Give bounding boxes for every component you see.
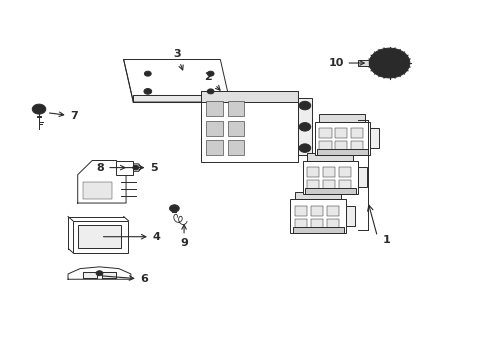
Bar xyxy=(319,127,331,138)
Bar xyxy=(339,180,350,191)
Bar xyxy=(305,188,355,194)
Bar xyxy=(201,91,297,102)
Bar xyxy=(335,141,347,152)
Polygon shape xyxy=(78,161,126,203)
Bar xyxy=(201,91,297,162)
Bar xyxy=(295,192,341,199)
Bar xyxy=(310,219,323,230)
Circle shape xyxy=(299,144,310,152)
Text: 1: 1 xyxy=(382,235,389,245)
Circle shape xyxy=(143,89,151,94)
Bar xyxy=(205,121,223,136)
Circle shape xyxy=(299,123,310,131)
Polygon shape xyxy=(102,272,116,278)
Bar xyxy=(116,161,133,175)
Bar xyxy=(314,122,369,155)
Circle shape xyxy=(96,271,102,276)
Text: 2: 2 xyxy=(204,72,220,90)
Circle shape xyxy=(32,104,46,114)
Circle shape xyxy=(375,53,402,73)
Text: 10: 10 xyxy=(327,58,364,68)
Bar xyxy=(292,227,343,233)
Polygon shape xyxy=(68,267,131,279)
Circle shape xyxy=(299,101,310,110)
Circle shape xyxy=(207,89,214,94)
Bar xyxy=(357,60,368,66)
Text: 7: 7 xyxy=(49,111,78,121)
Bar xyxy=(205,101,223,116)
Text: 6: 6 xyxy=(102,274,148,284)
Polygon shape xyxy=(123,59,229,102)
Bar xyxy=(323,167,335,177)
Circle shape xyxy=(384,59,393,67)
Bar xyxy=(339,167,350,177)
Bar xyxy=(302,161,357,194)
Bar xyxy=(297,99,311,155)
Bar xyxy=(319,114,365,122)
Bar xyxy=(346,206,354,226)
Circle shape xyxy=(144,71,151,76)
Bar xyxy=(227,140,244,155)
Circle shape xyxy=(207,71,214,76)
Bar xyxy=(335,127,347,138)
Bar xyxy=(326,206,339,216)
Bar xyxy=(82,182,111,199)
Text: 5: 5 xyxy=(124,163,158,172)
Polygon shape xyxy=(82,272,97,278)
Text: 9: 9 xyxy=(180,225,187,248)
Bar xyxy=(307,180,319,191)
Text: 3: 3 xyxy=(173,49,183,70)
Bar xyxy=(350,127,363,138)
Bar xyxy=(205,140,223,155)
Bar xyxy=(290,199,346,233)
Bar xyxy=(316,149,367,155)
Circle shape xyxy=(133,166,138,170)
Bar xyxy=(323,180,335,191)
Bar xyxy=(319,141,331,152)
Circle shape xyxy=(368,48,409,78)
Bar xyxy=(73,221,128,253)
Polygon shape xyxy=(133,95,229,102)
Text: 8: 8 xyxy=(96,163,125,172)
Polygon shape xyxy=(130,164,141,171)
Bar xyxy=(310,206,323,216)
Bar xyxy=(227,101,244,116)
Bar xyxy=(307,153,352,161)
Circle shape xyxy=(169,205,179,212)
Bar xyxy=(295,206,307,216)
Bar xyxy=(357,167,366,188)
Text: 4: 4 xyxy=(103,232,160,242)
Bar xyxy=(326,219,339,230)
Bar xyxy=(350,141,363,152)
Bar xyxy=(369,128,378,148)
Bar xyxy=(295,219,307,230)
Bar xyxy=(307,167,319,177)
Bar xyxy=(227,121,244,136)
Bar xyxy=(78,225,121,248)
